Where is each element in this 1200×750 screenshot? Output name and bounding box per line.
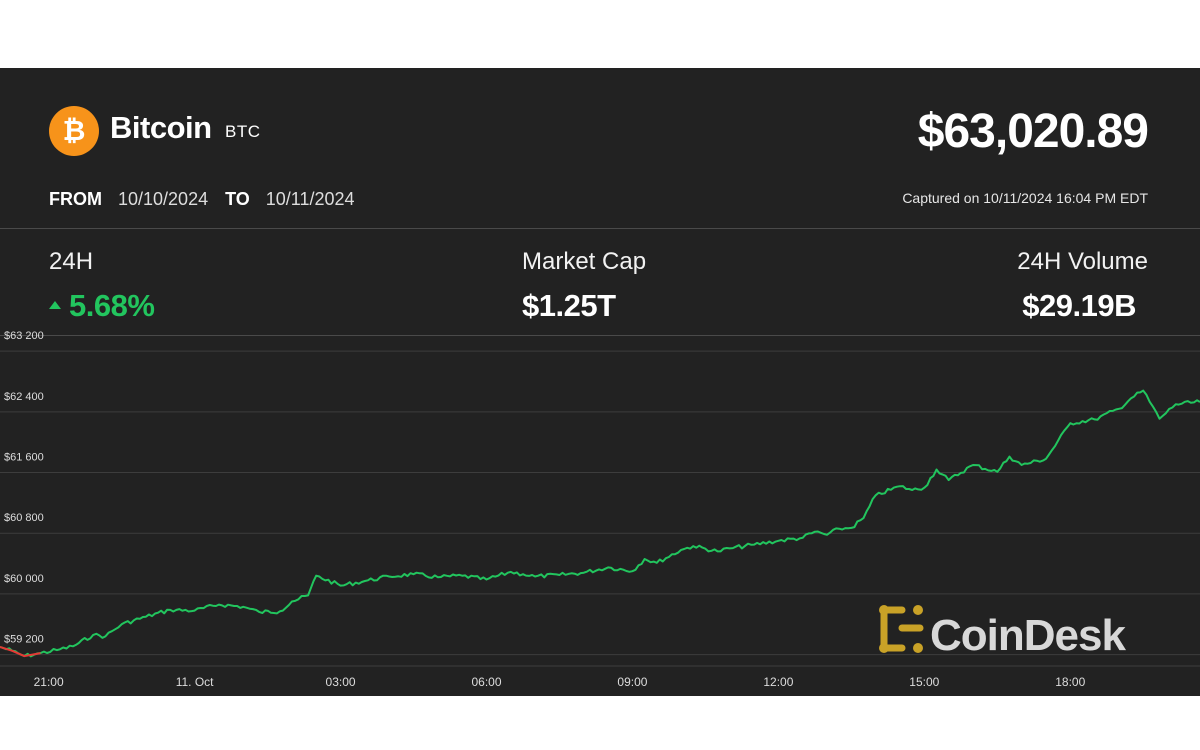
coindesk-logo-icon [879, 605, 924, 653]
x-tick-layer: 21:00 11. Oct 03:00 06:00 09:00 12:00 15:00 18:… [34, 675, 1086, 689]
current-price: $63,020.89 [917, 105, 1149, 158]
bitcoin-logo-circle [49, 106, 99, 156]
coindesk-logo-dot [879, 643, 889, 653]
x-tick-label: 03:00 [326, 675, 356, 689]
x-tick-label: 18:00 [1055, 675, 1085, 689]
price-card: ₿ Bitcoin BTC $63,020.89 FROM 10/10/2024… [0, 68, 1200, 696]
from-date: 10/10/2024 [118, 189, 209, 209]
coin-symbol: BTC [225, 122, 261, 141]
coindesk-watermark: CoinDesk [879, 605, 1127, 660]
bitcoin-logo-glyph: ₿ [63, 114, 86, 147]
change-value: 5.68% [69, 288, 155, 323]
change-value-wrap: 5.68% [49, 288, 155, 324]
watermark-text: CoinDesk [930, 611, 1126, 660]
coindesk-logo-mark [880, 606, 924, 652]
market-cap-label: Market Cap [522, 248, 647, 275]
header-divider [0, 228, 1200, 229]
coindesk-logo-dot [879, 605, 889, 615]
y-tick-label: $63 200 [4, 330, 44, 342]
y-tick-label: $62 400 [4, 391, 44, 403]
x-tick-label: 06:00 [471, 675, 501, 689]
x-tick-label: 09:00 [617, 675, 647, 689]
to-label: TO [225, 189, 250, 209]
y-tick-label: $60 800 [4, 512, 44, 524]
date-range: FROM 10/10/2024 TO 10/11/2024 [49, 189, 355, 210]
y-tick-label: $60 000 [4, 573, 44, 585]
price-series-line [0, 389, 1200, 658]
stats-divider [0, 335, 1200, 336]
x-tick-label: 15:00 [909, 675, 939, 689]
series-layer [0, 389, 1200, 658]
captured-timestamp: Captured on 10/11/2024 16:04 PM EDT [902, 190, 1148, 206]
y-tick-layer: $59 200 $60 000 $60 800 $61 600 $62 400 $63 2… [4, 330, 44, 645]
coindesk-logo-dot [913, 605, 923, 615]
x-tick-label: 11. Oct [176, 675, 214, 689]
bitcoin-icon: ₿ [49, 106, 99, 156]
to-date: 10/11/2024 [265, 189, 355, 209]
y-tick-label: $59 200 [4, 634, 44, 646]
coindesk-logo-dot [913, 643, 923, 653]
from-label: FROM [49, 189, 102, 209]
market-cap-value: $1.25T [522, 288, 616, 323]
change-label: 24H [49, 248, 94, 275]
coin-name: Bitcoin [110, 110, 212, 145]
volume-label: 24H Volume [1017, 248, 1148, 275]
up-arrow-icon [49, 300, 61, 309]
x-tick-label: 12:00 [763, 675, 793, 689]
y-tick-label: $61 600 [4, 452, 44, 464]
x-tick-label: 21:00 [34, 675, 64, 689]
volume-value: $29.19B [1022, 288, 1136, 323]
grid-layer [0, 350, 1200, 667]
price-chart: $59 200 $60 000 $60 800 $61 600 $62 400 $63 2… [0, 330, 1200, 689]
price-down-segment [0, 646, 41, 658]
